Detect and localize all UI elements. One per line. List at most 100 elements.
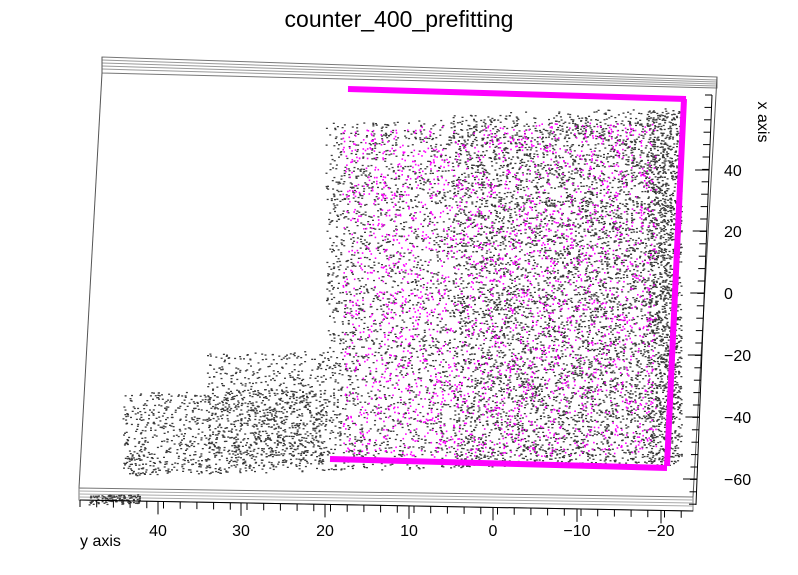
dark-point <box>339 194 342 196</box>
dark-point <box>578 253 581 256</box>
dark-point <box>464 176 467 178</box>
dark-point <box>408 446 411 448</box>
dark-point <box>426 423 429 425</box>
dark-point <box>442 230 445 232</box>
dark-point <box>409 183 411 186</box>
dark-point <box>364 211 367 213</box>
dark-point <box>603 166 606 168</box>
dark-point <box>335 164 338 166</box>
dark-point <box>435 373 437 375</box>
dark-point <box>526 198 529 200</box>
dark-point <box>661 146 663 148</box>
dark-point <box>567 384 570 386</box>
dark-point <box>373 424 376 426</box>
dark-point <box>671 440 674 442</box>
dark-point <box>434 346 437 348</box>
dark-point <box>560 166 563 168</box>
dark-point <box>652 410 655 413</box>
dark-point <box>360 395 363 397</box>
dark-point <box>620 277 622 279</box>
dark-point <box>515 299 518 301</box>
dark-point <box>542 153 545 156</box>
dark-point <box>398 272 401 274</box>
dark-point <box>625 140 627 142</box>
dark-point <box>393 281 396 283</box>
dark-point <box>431 379 434 382</box>
dark-point <box>332 309 335 311</box>
dark-point <box>562 441 565 443</box>
dark-point <box>359 436 362 438</box>
dark-point <box>467 435 470 437</box>
dark-point <box>551 452 554 455</box>
dark-point <box>542 152 545 154</box>
dark-point <box>377 249 380 251</box>
dark-point <box>628 198 631 200</box>
dark-point <box>586 279 589 281</box>
dark-point <box>433 154 436 156</box>
dark-point <box>440 327 443 329</box>
dark-point <box>634 451 637 453</box>
dark-point <box>656 404 658 406</box>
dark-point <box>580 198 583 201</box>
dark-point <box>371 182 373 185</box>
dark-point <box>532 161 535 163</box>
dark-point <box>359 307 362 310</box>
dark-point <box>493 383 496 385</box>
dark-point <box>352 197 355 199</box>
dark-point <box>590 220 593 222</box>
dark-point <box>351 382 354 384</box>
dark-point <box>355 392 358 394</box>
dark-point <box>420 446 423 448</box>
dark-point <box>391 463 394 465</box>
dark-point <box>558 284 561 286</box>
dark-point <box>368 395 371 398</box>
dark-point <box>484 443 487 445</box>
dark-point <box>361 308 364 310</box>
dark-point <box>446 385 449 387</box>
dark-point <box>662 227 665 230</box>
dark-point <box>523 189 526 192</box>
dark-point <box>461 251 464 253</box>
dark-point <box>661 254 664 256</box>
dark-point <box>484 125 487 127</box>
dark-point <box>338 181 341 183</box>
dark-point <box>514 176 517 179</box>
dark-point <box>356 123 359 126</box>
dark-point <box>384 465 387 467</box>
dark-point <box>597 311 600 313</box>
dark-point <box>449 190 452 192</box>
dark-point <box>530 294 533 297</box>
dark-point <box>583 127 586 130</box>
dark-point <box>584 280 587 282</box>
dark-point <box>390 309 393 311</box>
dark-point <box>640 204 643 207</box>
dark-point <box>503 216 505 218</box>
dark-point <box>455 132 458 135</box>
dark-point <box>518 263 521 265</box>
dark-point <box>339 342 342 345</box>
dark-point <box>470 430 473 433</box>
dark-point <box>582 309 585 311</box>
dark-point <box>487 451 490 453</box>
dark-point <box>589 386 592 388</box>
dark-point <box>640 124 643 126</box>
dark-point <box>537 282 540 284</box>
dark-point <box>560 242 563 244</box>
dark-point <box>343 433 346 435</box>
dark-point <box>371 131 374 133</box>
dark-point <box>532 346 534 348</box>
dark-point <box>581 145 584 148</box>
dark-point <box>601 343 604 345</box>
dark-point <box>657 115 659 117</box>
dark-point <box>370 287 373 290</box>
dark-point <box>463 306 466 308</box>
dark-point <box>492 448 495 450</box>
dark-point <box>434 123 437 126</box>
dark-point <box>615 255 618 257</box>
dark-point <box>362 156 365 158</box>
dark-point <box>454 215 457 218</box>
dark-point <box>439 330 442 332</box>
dark-point <box>439 246 441 248</box>
dark-point <box>419 138 422 141</box>
dark-point <box>441 240 444 242</box>
